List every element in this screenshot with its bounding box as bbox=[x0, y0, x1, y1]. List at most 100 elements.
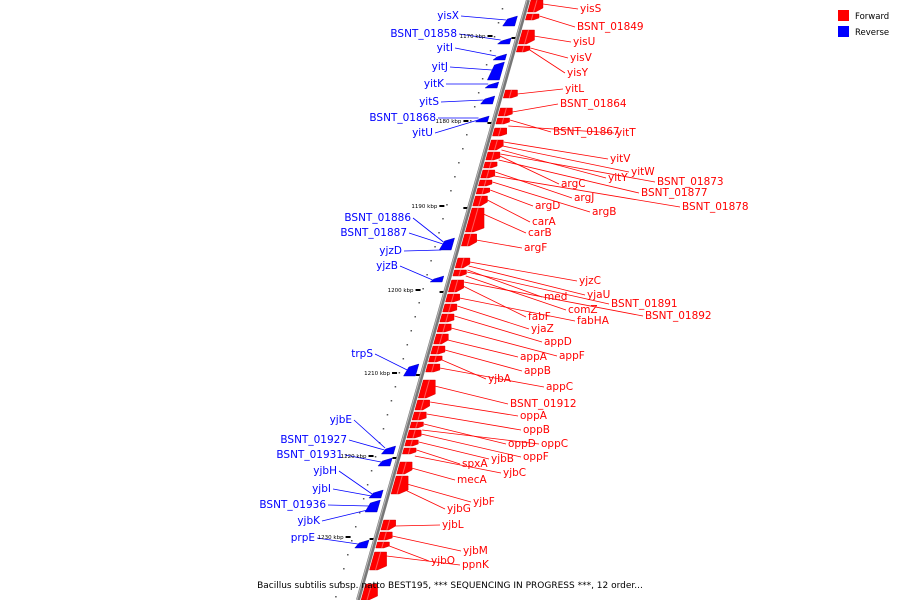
gene-label-bsnt-01873[interactable]: BSNT_01873 bbox=[657, 176, 724, 188]
forward-gene-block bbox=[360, 583, 378, 600]
gene-label-yjbo[interactable]: yjbO bbox=[431, 555, 455, 567]
gene-label-yitk[interactable]: yitK bbox=[424, 78, 445, 90]
gene-label-med[interactable]: med bbox=[544, 291, 567, 303]
gene-label-trps[interactable]: trpS bbox=[351, 348, 373, 360]
leader-line-yjbm bbox=[392, 535, 462, 552]
gene-label-yisy[interactable]: yisY bbox=[567, 67, 589, 79]
gene-label-bsnt-01927[interactable]: BSNT_01927 bbox=[280, 434, 347, 446]
gene-label-bsnt-01849[interactable]: BSNT_01849 bbox=[577, 21, 644, 33]
gene-label-yity[interactable]: yitY bbox=[608, 172, 628, 184]
gene-label-bsnt-01936[interactable]: BSNT_01936 bbox=[259, 499, 326, 511]
gene-label-bsnt-01887[interactable]: BSNT_01887 bbox=[340, 227, 407, 239]
gene-label-bsnt-01892[interactable]: BSNT_01892 bbox=[645, 310, 712, 322]
forward-gene-highlight bbox=[524, 29, 529, 45]
gene-label-yjba[interactable]: yjbA bbox=[488, 373, 512, 385]
tick-label: 1230 kbp bbox=[318, 535, 344, 541]
gene-label-spxa[interactable]: spxA bbox=[462, 458, 488, 470]
gene-label-yitu[interactable]: yitU bbox=[412, 127, 433, 139]
gene-label-yitw[interactable]: yitW bbox=[631, 166, 655, 178]
gene-label-bsnt-01891[interactable]: BSNT_01891 bbox=[611, 298, 678, 310]
gene-labels: yisS BSNT_01849 yisU yisV yisY yitL BSNT_01864… bbox=[259, 3, 748, 571]
gene-label-yjbm[interactable]: yjbM bbox=[463, 545, 488, 557]
leader-line-oppf bbox=[420, 433, 522, 458]
gene-label-yitj[interactable]: yitJ bbox=[432, 61, 448, 73]
leader-line-bsnt-01886 bbox=[412, 217, 444, 243]
gene-label-yjbc[interactable]: yjbC bbox=[503, 467, 526, 479]
gene-label-appb[interactable]: appB bbox=[524, 365, 551, 377]
gene-label-bsnt-01867[interactable]: BSNT_01867 bbox=[553, 126, 620, 138]
gene-label-yjau[interactable]: yjaU bbox=[587, 289, 610, 301]
gene-label-prpe[interactable]: prpE bbox=[291, 532, 315, 544]
gene-label-yjbh[interactable]: yjbH bbox=[313, 465, 337, 477]
gene-label-meca[interactable]: mecA bbox=[457, 474, 487, 486]
gene-label-cara[interactable]: carA bbox=[532, 216, 557, 228]
gene-label-fabf[interactable]: fabF bbox=[528, 311, 551, 323]
tick-mark bbox=[416, 374, 423, 376]
gene-label-yjbb[interactable]: yjbB bbox=[491, 453, 514, 465]
forward-gene-highlight bbox=[439, 333, 443, 345]
gene-label-bsnt-01864[interactable]: BSNT_01864 bbox=[560, 98, 627, 110]
gene-label-bsnt-01912[interactable]: BSNT_01912 bbox=[510, 398, 577, 410]
gene-label-argb[interactable]: argB bbox=[592, 206, 616, 218]
tick-mark bbox=[369, 538, 376, 540]
leader-line-bsnt-01891 bbox=[466, 271, 610, 305]
gene-label-yjzc[interactable]: yjzC bbox=[579, 275, 601, 287]
gene-label-yiss[interactable]: yisS bbox=[580, 3, 602, 15]
gene-label-yisu[interactable]: yisU bbox=[573, 36, 595, 48]
gene-label-oppa[interactable]: oppA bbox=[520, 410, 548, 422]
gene-label-appd[interactable]: appD bbox=[544, 336, 572, 348]
forward-gene-block bbox=[439, 313, 455, 323]
gene-label-yjzb[interactable]: yjzB bbox=[376, 260, 398, 272]
gene-label-appf[interactable]: appF bbox=[559, 350, 585, 362]
reverse-gene-block bbox=[403, 363, 420, 377]
gene-label-oppd[interactable]: oppD bbox=[508, 438, 536, 450]
guide-dot bbox=[402, 358, 405, 360]
gene-label-bsnt-01931[interactable]: BSNT_01931 bbox=[276, 449, 343, 461]
gene-label-yjaz[interactable]: yjaZ bbox=[531, 323, 554, 335]
gene-label-argc[interactable]: argC bbox=[561, 178, 586, 190]
gene-label-appc[interactable]: appC bbox=[546, 381, 573, 393]
leader-line-bsnt-01867 bbox=[509, 119, 552, 133]
leader-line-bsnt-01849 bbox=[539, 15, 576, 28]
gene-label-oppb[interactable]: oppB bbox=[523, 424, 550, 436]
gene-label-yisv[interactable]: yisV bbox=[570, 52, 593, 64]
leader-line-bsnt-01931 bbox=[344, 454, 382, 463]
gene-label-yjbg[interactable]: yjbG bbox=[447, 503, 471, 515]
gene-label-yisx[interactable]: yisX bbox=[437, 10, 459, 22]
gene-label-yitt[interactable]: yitT bbox=[616, 127, 636, 139]
gene-label-carb[interactable]: carB bbox=[528, 227, 552, 239]
forward-gene-highlight bbox=[486, 169, 490, 179]
gene-label-fabha[interactable]: fabHA bbox=[577, 315, 610, 327]
gene-label-yjbe[interactable]: yjbE bbox=[330, 414, 352, 426]
gene-label-bsnt-01886[interactable]: BSNT_01886 bbox=[344, 212, 411, 224]
gene-label-bsnt-01878[interactable]: BSNT_01878 bbox=[682, 201, 749, 213]
guide-dot bbox=[394, 386, 397, 388]
gene-label-yjbi[interactable]: yjbI bbox=[312, 483, 331, 495]
guide-dot bbox=[430, 260, 432, 262]
gene-label-comz[interactable]: comZ bbox=[568, 304, 598, 316]
gene-label-bsnt-01877[interactable]: BSNT_01877 bbox=[641, 187, 708, 199]
leader-line-yitv bbox=[503, 141, 609, 160]
gene-label-bsnt-01868[interactable]: BSNT_01868 bbox=[369, 112, 436, 124]
gene-label-ppnk[interactable]: ppnK bbox=[462, 559, 490, 571]
forward-gene-block bbox=[428, 355, 443, 363]
gene-label-yjbf[interactable]: yjbF bbox=[473, 496, 495, 508]
leader-line-yitj bbox=[449, 66, 493, 71]
gene-label-yiti[interactable]: yitI bbox=[437, 42, 453, 54]
gene-label-oppf[interactable]: oppF bbox=[523, 451, 549, 463]
gene-label-yjzd[interactable]: yjzD bbox=[379, 245, 402, 257]
gene-label-yjbl[interactable]: yjbL bbox=[442, 519, 464, 531]
gene-label-oppc[interactable]: oppC bbox=[541, 438, 568, 450]
gene-label-yits[interactable]: yitS bbox=[419, 96, 439, 108]
leader-line-med bbox=[467, 269, 543, 298]
gene-label-appa[interactable]: appA bbox=[520, 351, 548, 363]
gene-label-bsnt-01858[interactable]: BSNT_01858 bbox=[390, 28, 457, 40]
gene-label-argd[interactable]: argD bbox=[535, 200, 560, 212]
gene-label-argj[interactable]: argJ bbox=[574, 192, 594, 204]
gene-label-yjbk[interactable]: yjbK bbox=[297, 515, 321, 527]
gene-label-yitl[interactable]: yitL bbox=[565, 83, 584, 95]
gene-label-yitv[interactable]: yitV bbox=[610, 153, 631, 165]
leader-line-yjbl bbox=[394, 524, 441, 527]
gene-label-argf[interactable]: argF bbox=[524, 242, 547, 254]
tick-mark bbox=[392, 457, 399, 459]
